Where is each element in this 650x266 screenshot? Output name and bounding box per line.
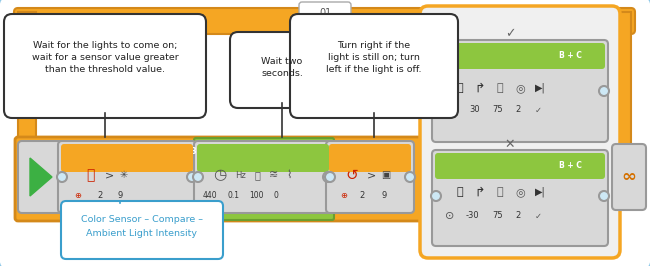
Circle shape xyxy=(405,172,415,182)
Text: 75: 75 xyxy=(493,211,503,221)
Text: ▶|: ▶| xyxy=(534,187,545,197)
FancyBboxPatch shape xyxy=(194,141,332,213)
Text: ⊙: ⊙ xyxy=(445,105,455,115)
Text: ↱: ↱ xyxy=(474,185,486,198)
Text: ✓: ✓ xyxy=(534,106,541,114)
FancyBboxPatch shape xyxy=(230,32,334,108)
FancyBboxPatch shape xyxy=(18,141,64,213)
FancyBboxPatch shape xyxy=(612,144,646,210)
Text: 9: 9 xyxy=(382,190,387,200)
Text: Hz: Hz xyxy=(235,171,246,180)
Text: Turn right if the: Turn right if the xyxy=(337,41,411,51)
Text: 2: 2 xyxy=(359,190,365,200)
Text: light is still on; turn: light is still on; turn xyxy=(328,53,420,63)
Bar xyxy=(18,12,36,178)
FancyBboxPatch shape xyxy=(299,2,351,24)
Text: ✓: ✓ xyxy=(534,211,541,221)
Text: 🔴: 🔴 xyxy=(457,187,463,197)
Text: ◷: ◷ xyxy=(213,168,227,182)
Circle shape xyxy=(325,172,335,182)
Text: >: > xyxy=(367,170,376,180)
Text: ⊕: ⊕ xyxy=(341,190,348,200)
Text: ✓: ✓ xyxy=(505,27,515,40)
Text: 2: 2 xyxy=(515,211,521,221)
Text: B + C: B + C xyxy=(559,161,582,171)
FancyBboxPatch shape xyxy=(14,8,635,34)
Text: B + C: B + C xyxy=(559,52,582,60)
Text: Ambient Light Intensity: Ambient Light Intensity xyxy=(86,230,198,239)
Text: 2: 2 xyxy=(98,190,103,200)
Text: ∞: ∞ xyxy=(621,168,636,186)
FancyBboxPatch shape xyxy=(432,40,608,142)
FancyBboxPatch shape xyxy=(61,144,193,172)
Text: than the threshold value.: than the threshold value. xyxy=(45,65,165,74)
Text: ⧗: ⧗ xyxy=(86,168,94,182)
Text: 2: 2 xyxy=(515,106,521,114)
Text: 🔴: 🔴 xyxy=(457,83,463,93)
FancyBboxPatch shape xyxy=(197,144,329,172)
Circle shape xyxy=(187,172,197,182)
Text: ◎: ◎ xyxy=(515,187,525,197)
FancyBboxPatch shape xyxy=(58,141,196,213)
FancyBboxPatch shape xyxy=(435,43,605,69)
FancyBboxPatch shape xyxy=(326,141,414,213)
Text: ↱: ↱ xyxy=(474,81,486,94)
FancyBboxPatch shape xyxy=(435,153,605,179)
Circle shape xyxy=(431,86,441,96)
FancyBboxPatch shape xyxy=(4,14,206,118)
Text: seconds.: seconds. xyxy=(261,69,303,78)
Bar xyxy=(613,12,631,178)
Text: Wait for the lights to come on;: Wait for the lights to come on; xyxy=(32,41,177,51)
Circle shape xyxy=(599,191,609,201)
FancyBboxPatch shape xyxy=(15,137,431,221)
Circle shape xyxy=(431,191,441,201)
Text: 3: 3 xyxy=(190,147,196,156)
FancyBboxPatch shape xyxy=(432,150,608,246)
Text: ↺: ↺ xyxy=(346,168,358,182)
Circle shape xyxy=(193,172,203,182)
Text: ⊙: ⊙ xyxy=(445,211,455,221)
Text: 📶: 📶 xyxy=(254,170,260,180)
Text: 0: 0 xyxy=(274,190,278,200)
FancyBboxPatch shape xyxy=(329,144,411,172)
Text: 100: 100 xyxy=(249,190,263,200)
Text: -30: -30 xyxy=(465,211,479,221)
Polygon shape xyxy=(30,158,52,196)
Text: 0.1: 0.1 xyxy=(228,190,240,200)
Text: 9: 9 xyxy=(118,190,123,200)
Text: ▣: ▣ xyxy=(382,170,391,180)
Text: ▶|: ▶| xyxy=(534,83,545,93)
Circle shape xyxy=(57,172,67,182)
Text: ⌇: ⌇ xyxy=(286,170,292,180)
Text: left if the light is off.: left if the light is off. xyxy=(326,65,422,74)
Text: ✳: ✳ xyxy=(120,170,128,180)
Text: 3: 3 xyxy=(393,147,399,156)
FancyBboxPatch shape xyxy=(420,6,620,258)
Text: ◎: ◎ xyxy=(515,83,525,93)
Text: 440: 440 xyxy=(203,190,217,200)
FancyBboxPatch shape xyxy=(194,138,334,220)
Text: >: > xyxy=(105,170,114,180)
Circle shape xyxy=(323,172,333,182)
Text: Wait two: Wait two xyxy=(261,57,303,66)
Text: wait for a sensor value greater: wait for a sensor value greater xyxy=(32,53,178,63)
Text: 01: 01 xyxy=(319,8,331,18)
Text: 30: 30 xyxy=(470,106,480,114)
Text: ⏱: ⏱ xyxy=(497,83,503,93)
Text: ≋: ≋ xyxy=(269,170,279,180)
Text: Color Sensor – Compare –: Color Sensor – Compare – xyxy=(81,215,203,225)
Text: 75: 75 xyxy=(493,106,503,114)
Circle shape xyxy=(599,86,609,96)
FancyBboxPatch shape xyxy=(290,14,458,118)
Text: ⊕: ⊕ xyxy=(75,190,81,200)
Text: ⏱: ⏱ xyxy=(497,187,503,197)
Text: ✕: ✕ xyxy=(505,138,515,151)
FancyBboxPatch shape xyxy=(61,201,223,259)
